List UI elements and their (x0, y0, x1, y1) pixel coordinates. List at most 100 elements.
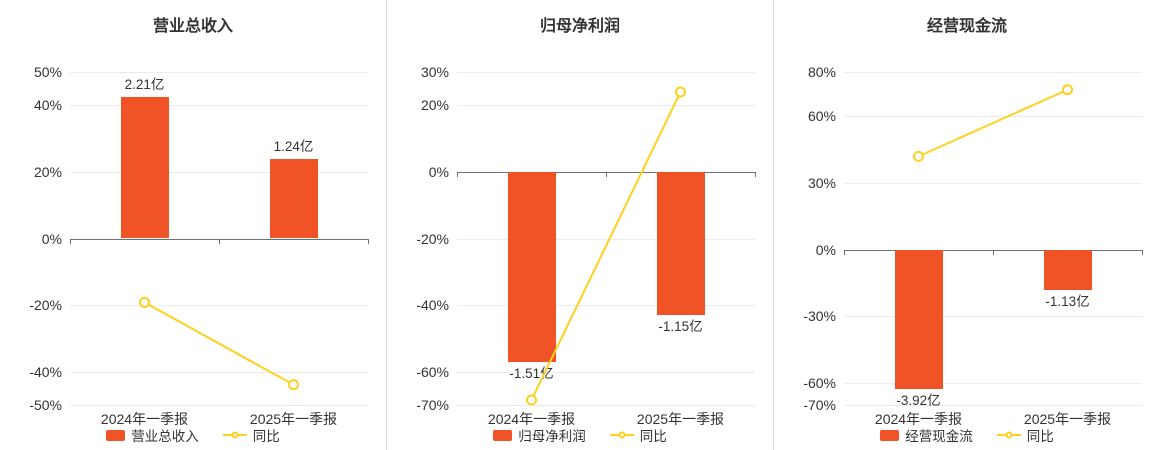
legend-line-label: 同比 (252, 429, 280, 444)
gridline (457, 305, 755, 307)
bar-value-label: -1.15亿 (658, 319, 703, 335)
bar[interactable] (656, 171, 705, 316)
bar[interactable] (269, 158, 318, 239)
bar[interactable] (120, 96, 169, 239)
gridline (457, 371, 755, 373)
legend: 营业总收入 同比 (0, 425, 386, 445)
axis-tick (1142, 249, 1143, 255)
gridline (457, 238, 755, 240)
chart-panel-operating-cash-flow: 经营现金流 80% 60% 30% 0% -30% -60% -70% -3.92亿 -1.13… (774, 0, 1160, 450)
gridline (457, 72, 755, 73)
legend-item-bar[interactable]: 归母净利润 (493, 425, 586, 445)
gridline (70, 105, 368, 107)
line-marker-icon (1005, 431, 1013, 439)
gridline (70, 371, 368, 373)
x-axis: 2024年一季报 2025年一季报 (70, 410, 368, 428)
legend-line-label: 同比 (1026, 429, 1054, 444)
axis-tick (755, 171, 756, 177)
trend-line[interactable] (918, 88, 1068, 158)
bar[interactable] (1043, 249, 1092, 290)
trend-line-layer (913, 84, 1073, 162)
line-marker[interactable] (675, 86, 686, 98)
legend-line-label: 同比 (639, 429, 667, 444)
x-axis-label: 2024年一季报 (874, 411, 963, 427)
gridline (70, 305, 368, 307)
legend-bar-label: 营业总收入 (131, 429, 199, 444)
bar[interactable] (507, 171, 556, 362)
y-axis-tick-label: 0% (815, 241, 836, 258)
gridline (844, 72, 1142, 73)
trend-line-layer (526, 86, 686, 406)
line-swatch-icon (609, 431, 634, 439)
chart-title: 经营现金流 (926, 18, 1007, 35)
axis-tick (606, 171, 607, 177)
y-axis-tick-label: -50% (29, 397, 62, 413)
gridline (70, 72, 368, 73)
x-axis-label: 2025年一季报 (1023, 411, 1112, 427)
trend-line[interactable] (144, 301, 294, 386)
axis-tick (844, 249, 845, 255)
x-axis: 2024年一季报 2025年一季报 (457, 410, 755, 428)
gridline (844, 316, 1142, 318)
bar-swatch-icon (106, 429, 126, 441)
gridline (70, 405, 368, 406)
chart-panel-net-profit: 归母净利润 30% 20% 0% -20% -40% -60% -70% -1.51亿 -1.1… (387, 0, 774, 450)
axis-tick (70, 238, 71, 244)
y-axis-tick-label: 60% (807, 108, 836, 125)
y-axis-tick-label: 80% (807, 64, 836, 80)
trend-line[interactable] (530, 91, 682, 401)
legend-bar-label: 归母净利润 (518, 429, 586, 444)
bar-swatch-icon (493, 429, 513, 441)
axis-tick (993, 249, 994, 255)
legend-item-line[interactable]: 同比 (222, 425, 280, 445)
y-axis-tick-label: 20% (33, 163, 62, 180)
y-axis-tick-label: -70% (416, 397, 449, 413)
plot-area: 80% 60% 30% 0% -30% -60% -70% -3.92亿 -1.13亿 (774, 0, 1160, 450)
bar-swatch-icon (880, 429, 900, 441)
line-swatch-icon (222, 431, 247, 439)
line-marker[interactable] (526, 394, 537, 406)
y-axis-tick-label: -40% (29, 363, 62, 380)
legend-item-line[interactable]: 同比 (609, 425, 667, 445)
x-axis: 2024年一季报 2025年一季报 (844, 410, 1142, 428)
bar-value-label: 2.21亿 (124, 76, 165, 92)
gridline (844, 382, 1142, 384)
bar-value-label: 1.24亿 (273, 138, 314, 154)
gridline (70, 171, 368, 173)
legend-item-bar[interactable]: 经营现金流 (880, 425, 973, 445)
trend-line-layer (139, 296, 299, 391)
axis-tick (219, 238, 220, 244)
bar[interactable] (894, 249, 943, 390)
gridline (844, 183, 1142, 184)
y-axis-tick-label: 20% (420, 97, 449, 114)
line-marker[interactable] (139, 296, 150, 308)
chart-title: 归母净利润 (539, 18, 620, 35)
y-axis-tick-label: -20% (416, 230, 449, 247)
legend: 经营现金流 同比 (774, 425, 1160, 445)
axis-tick (368, 238, 369, 244)
line-marker-icon (618, 431, 626, 439)
chart-title: 营业总收入 (152, 18, 233, 35)
y-axis-tick-label: -40% (416, 297, 449, 314)
legend-item-line[interactable]: 同比 (996, 425, 1054, 445)
gridline (457, 405, 755, 406)
x-axis-label: 2024年一季报 (487, 411, 576, 427)
x-axis-label: 2025年一季报 (249, 411, 338, 427)
x-axis-label: 2025年一季报 (636, 411, 725, 427)
line-marker[interactable] (288, 379, 299, 391)
y-axis-tick-label: -20% (29, 297, 62, 314)
y-axis-tick-label: 50% (33, 64, 62, 80)
bar-value-label: -3.92亿 (896, 393, 941, 409)
plot-area: 50% 40% 20% 0% -20% -40% -50% 2.21亿 1.24亿 (0, 0, 386, 450)
line-marker[interactable] (913, 150, 924, 162)
y-axis-tick-label: 0% (428, 163, 449, 180)
legend-item-bar[interactable]: 营业总收入 (106, 425, 199, 445)
gridline (844, 405, 1142, 406)
y-axis-tick-label: -70% (803, 397, 836, 413)
gridline (457, 105, 755, 107)
line-marker-icon (231, 431, 239, 439)
x-axis-label: 2024年一季报 (100, 411, 189, 427)
y-axis-tick-label: -30% (803, 308, 836, 325)
line-marker[interactable] (1062, 84, 1073, 96)
